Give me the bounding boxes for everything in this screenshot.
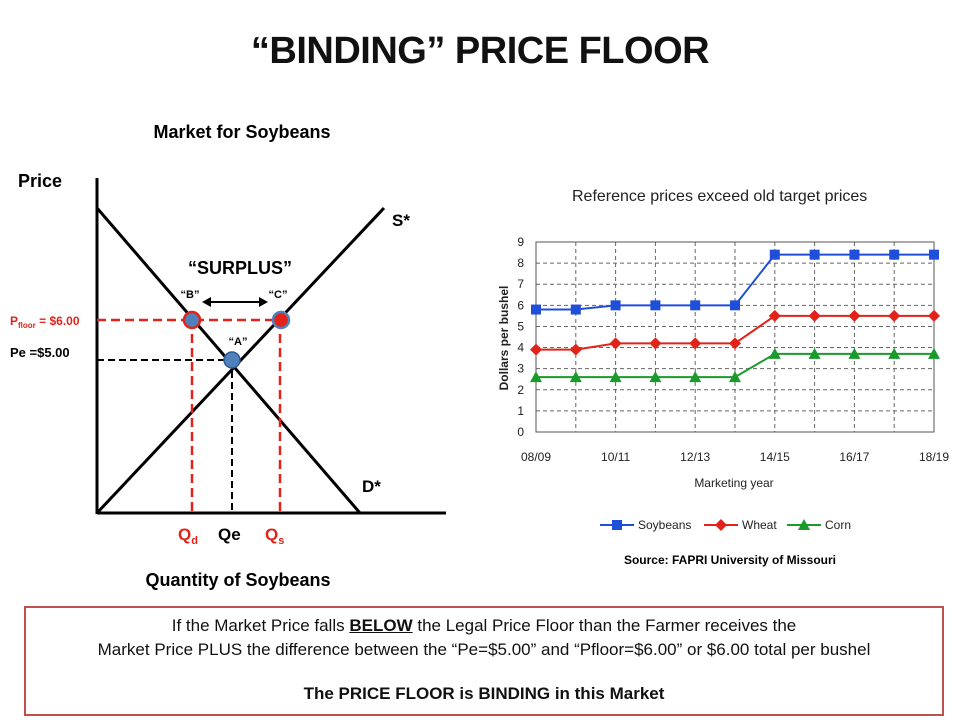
explanation-line-1-start: If the Market Price falls	[171, 616, 350, 635]
point-a	[223, 351, 241, 369]
corn-legend-label: Corn	[825, 518, 851, 532]
explanation-line-1-end: the Legal Price Floor than the Farmer re…	[412, 616, 797, 635]
supply-label: S*	[392, 211, 410, 230]
wheat-point	[928, 309, 940, 322]
source-note: Source: FAPRI University of Missouri	[624, 553, 836, 567]
point-a-label: “A”	[229, 336, 248, 348]
chart-y-tick-label: 1	[517, 404, 524, 418]
corn-point	[530, 371, 542, 383]
chart-x-ticks: 08/09 10/11 12/13 14/15 16/17 18/19	[521, 450, 949, 464]
corn-point	[649, 371, 662, 383]
chart-y-ticks: 0 1 2 3 4 5 6 7 8 9	[517, 235, 524, 439]
chart-x-tick-label: 08/09	[521, 450, 551, 464]
chart-grid	[536, 241, 935, 432]
wheat-point	[848, 309, 861, 322]
chart-y-tick-label: 7	[517, 277, 524, 291]
surplus-label: “SURPLUS”	[188, 258, 292, 278]
emphasis-below: BELOW	[349, 616, 413, 635]
corn-point	[729, 371, 741, 383]
point-b	[182, 310, 202, 330]
corn-legend-marker	[798, 519, 810, 530]
corn-point	[888, 347, 901, 359]
explanation-box: If the Market Price falls BELOW the Lega…	[24, 606, 944, 716]
price-axis-label: Price	[18, 171, 62, 191]
market-title: Market for Soybeans	[153, 122, 330, 142]
wheat-point	[609, 337, 622, 350]
corn-point	[569, 371, 582, 383]
wheat-point	[888, 309, 901, 322]
binding-conclusion: The PRICE FLOOR is BINDING in this Marke…	[303, 684, 665, 703]
chart-axes	[535, 241, 935, 433]
chart-y-tick-label: 8	[517, 256, 524, 270]
price-floor-label: Pfloor = $6.00	[10, 314, 80, 330]
wheat-legend-label: Wheat	[742, 518, 777, 532]
chart-title: Reference prices exceed old target price…	[572, 188, 867, 205]
soybeans-point	[809, 249, 820, 260]
chart-y-tick-label: 9	[517, 235, 524, 249]
soybeans-point	[570, 304, 581, 315]
qe-label: Qe	[218, 525, 241, 544]
wheat-legend-marker	[715, 519, 727, 531]
wheat-point	[729, 337, 741, 350]
pe-label: Pe =$5.00	[10, 345, 70, 360]
corn-point	[848, 347, 861, 359]
soybeans-point	[889, 249, 900, 260]
explanation-line-1: If the Market Price falls BELOW the Lega…	[26, 614, 942, 638]
soybeans-point	[690, 300, 701, 311]
point-c-label: “C”	[269, 289, 288, 301]
chart-x-axis-label: Marketing year	[694, 476, 773, 490]
wheat-point	[569, 343, 582, 356]
qd-label: Qd	[178, 525, 198, 547]
wheat-point	[768, 309, 781, 322]
surplus-arrow-right-head	[259, 297, 268, 307]
soybeans-point	[650, 300, 661, 311]
point-c	[271, 310, 291, 330]
point-b-label: “B”	[181, 289, 200, 301]
chart-y-tick-label: 5	[517, 319, 524, 333]
slide-title: “BINDING” PRICE FLOOR	[250, 30, 710, 72]
corn-point	[928, 347, 940, 359]
soybeans-legend-marker	[612, 520, 622, 530]
wheat-point	[530, 343, 542, 356]
reference-price-chart: Reference prices exceed old target price…	[497, 188, 949, 532]
soybeans-legend-label: Soybeans	[638, 518, 691, 532]
corn-point	[808, 347, 821, 359]
wheat-point	[689, 337, 702, 350]
chart-series	[530, 249, 940, 383]
demand-label: D*	[362, 477, 381, 496]
wheat-point	[808, 309, 821, 322]
corn-point	[689, 371, 702, 383]
chart-x-tick-label: 16/17	[839, 450, 869, 464]
soybeans-point	[929, 249, 939, 260]
chart-x-tick-label: 12/13	[680, 450, 710, 464]
soybeans-point	[610, 300, 621, 311]
explanation-line-2: Market Price PLUS the difference between…	[97, 640, 871, 659]
quantity-axis-label: Quantity of Soybeans	[145, 570, 330, 590]
corn-point	[609, 371, 622, 383]
soybeans-point	[849, 249, 860, 260]
chart-y-tick-label: 0	[517, 425, 524, 439]
corn-point	[768, 347, 781, 359]
soybeans-point	[531, 304, 541, 315]
chart-y-tick-label: 3	[517, 362, 524, 376]
soybeans-point	[730, 300, 740, 311]
chart-y-tick-label: 6	[517, 298, 524, 312]
chart-y-tick-label: 4	[517, 341, 524, 355]
qs-label: Qs	[265, 525, 284, 547]
chart-x-tick-label: 14/15	[760, 450, 790, 464]
chart-y-axis-label: Dollars per bushel	[497, 286, 511, 391]
chart-x-tick-label: 18/19	[919, 450, 949, 464]
chart-x-tick-label: 10/11	[601, 450, 630, 464]
chart-y-tick-label: 2	[517, 383, 524, 397]
chart-plot-frame	[535, 241, 935, 433]
surplus-arrow-left-head	[202, 297, 211, 307]
wheat-point	[649, 337, 662, 350]
soybeans-point	[769, 249, 780, 260]
supply-demand-diagram: Market for Soybeans Price S* D* “SURPLUS…	[10, 122, 446, 590]
chart-legend: Soybeans Wheat Corn	[600, 518, 851, 532]
